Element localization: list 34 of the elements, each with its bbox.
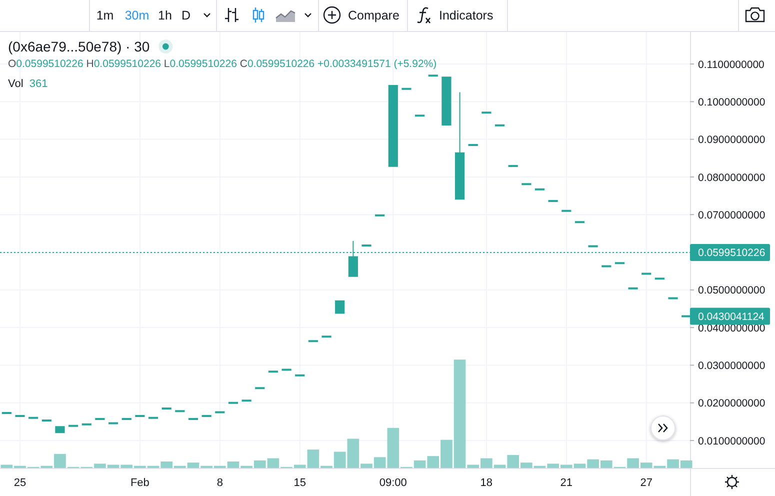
y-tick-label: 0.0700000000 [698, 209, 766, 222]
text: 0.0430041124 [698, 311, 765, 324]
ref-line-label: 0.0599510226 [698, 247, 766, 260]
text: Indicators [439, 8, 494, 22]
text: O0.0599510226 H0.0599510226 L0.0599510226 C0.0599510226 +0.0033491571 (+5.92%) [8, 58, 437, 70]
candlestick [454, 92, 465, 200]
y-tick-label: 0.0200000000 [698, 398, 766, 410]
x-tick-label: 15 [294, 477, 306, 489]
y-tick-label: 0.1000000000 [698, 96, 766, 108]
text: 30m [124, 8, 150, 22]
annotation: Vol 361 [8, 78, 48, 90]
candlestick [335, 300, 345, 314]
y-tick-label: 0.0500000000 [698, 284, 766, 297]
text: D [181, 8, 191, 22]
x-tick-label: Feb [130, 477, 150, 489]
y-tick-label: 0.0900000000 [698, 134, 766, 146]
x-tick-label: 8 [216, 477, 223, 489]
y-tick-label: 0.0400000000 [698, 322, 766, 334]
candlestick [55, 426, 65, 434]
candlestick [388, 84, 398, 167]
candlestick [442, 76, 452, 126]
y-tick-label: 0.0100000000 [698, 435, 766, 448]
y-tick-label: 0.1100000000 [698, 58, 765, 71]
text: (0x6ae79...50e78) · 30 [8, 38, 150, 54]
text: 1h [158, 8, 172, 22]
x-tick-label: 21 [560, 477, 573, 489]
x-tick-label: 25 [14, 477, 26, 489]
y-tick-label: 0.0300000000 [698, 360, 766, 372]
text: Compare [348, 8, 400, 22]
text: 1m [96, 8, 114, 22]
x-tick-label: 09:00 [379, 477, 407, 489]
x-tick-label: 27 [640, 477, 652, 489]
x-tick-label: 18 [480, 477, 493, 489]
y-tick-label: 0.0800000000 [698, 172, 766, 184]
